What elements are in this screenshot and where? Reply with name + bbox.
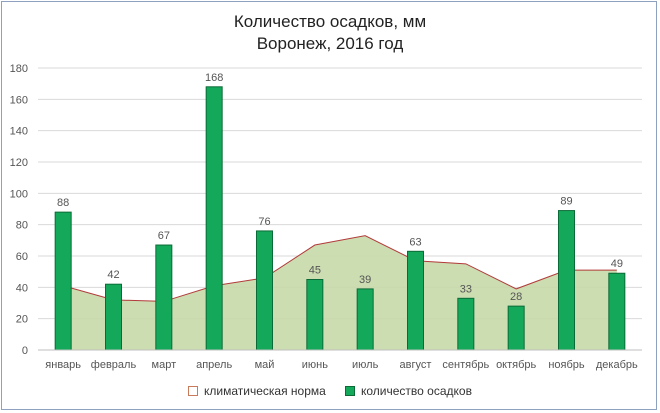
x-tick-label: январь: [45, 359, 81, 371]
x-tick-label: июнь: [302, 359, 328, 371]
data-label: 45: [309, 265, 321, 277]
data-label: 88: [57, 197, 69, 209]
legend: климатическая норма количество осадков: [0, 384, 660, 400]
bar: [155, 244, 173, 351]
legend-item-precip: количество осадков: [345, 384, 472, 398]
data-label: 67: [158, 230, 170, 242]
bar: [407, 250, 424, 351]
legend-swatch-precip: [345, 386, 355, 396]
y-tick-label: 0: [22, 345, 28, 357]
y-tick-label: 140: [10, 126, 28, 138]
bar: [356, 288, 374, 351]
chart-title: Количество осадков, мм: [233, 12, 427, 31]
y-tick-label: 40: [16, 282, 28, 294]
x-tick-label: февраль: [91, 359, 137, 371]
x-tick-label: март: [152, 359, 177, 371]
bar: [558, 210, 575, 351]
data-label: 28: [510, 291, 522, 303]
legend-item-norm: климатическая норма: [188, 384, 326, 398]
data-label: 76: [258, 216, 270, 228]
y-tick-label: 80: [16, 220, 28, 232]
bar: [507, 305, 525, 351]
legend-label-precip: количество осадков: [361, 384, 472, 398]
y-tick-label: 60: [16, 251, 28, 263]
data-label: 63: [409, 236, 421, 248]
bar: [457, 297, 475, 351]
legend-swatch-norm: [188, 386, 198, 396]
data-label: 33: [460, 283, 472, 295]
y-tick-label: 100: [10, 188, 28, 200]
data-label: 42: [107, 269, 119, 281]
bar: [306, 279, 324, 351]
x-tick-label: апрель: [196, 359, 232, 371]
legend-label-norm: климатическая норма: [204, 384, 326, 398]
y-tick-label: 180: [10, 63, 28, 75]
y-tick-label: 160: [10, 94, 28, 106]
x-tick-label: август: [400, 359, 432, 371]
y-tick-label: 20: [16, 314, 28, 326]
y-tick-label: 120: [10, 157, 28, 169]
x-tick-label: декабрь: [596, 359, 638, 371]
bar: [608, 272, 626, 351]
bar: [105, 283, 122, 351]
data-label: 39: [359, 274, 371, 286]
x-tick-label: сентябрь: [442, 359, 489, 371]
x-tick-label: ноябрь: [548, 359, 585, 371]
x-tick-label: июль: [352, 359, 379, 371]
data-label: 168: [205, 72, 223, 84]
chart-subtitle: Воронеж, 2016 год: [256, 34, 404, 53]
bar: [256, 230, 273, 351]
data-label: 89: [560, 196, 572, 208]
bar: [54, 211, 72, 351]
x-tick-label: май: [255, 359, 275, 371]
x-tick-label: октябрь: [496, 359, 536, 371]
norm-area: [63, 235, 617, 350]
bar: [205, 86, 223, 351]
data-label: 49: [611, 258, 623, 270]
